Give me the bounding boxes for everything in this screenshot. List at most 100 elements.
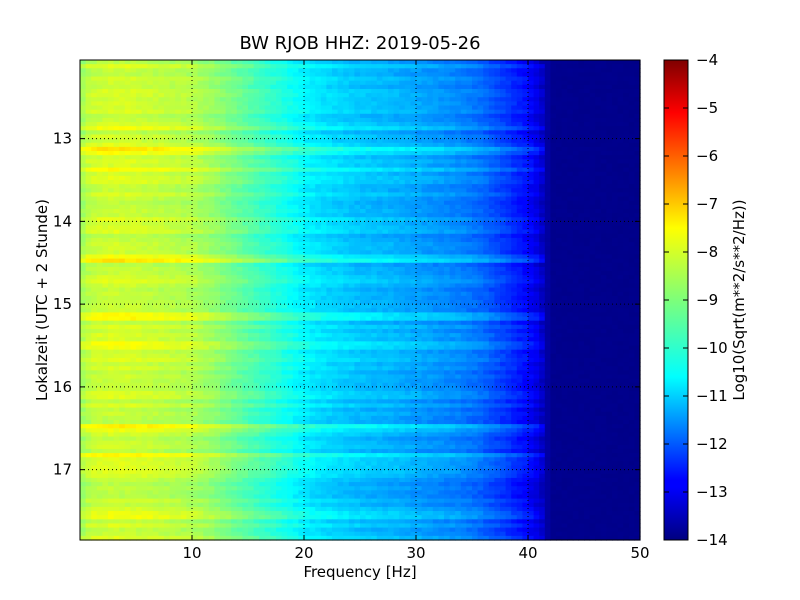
heatmap-cell (124, 105, 131, 111)
heatmap-cell (472, 80, 479, 86)
heatmap-cell (371, 97, 378, 102)
heatmap-cell (432, 175, 439, 181)
heatmap-cell (315, 163, 322, 169)
heatmap-cell (500, 60, 507, 65)
heatmap-cell (416, 138, 423, 144)
heatmap-cell (186, 196, 193, 202)
heatmap-cell (348, 250, 355, 256)
heatmap-cell (617, 171, 624, 177)
heatmap-cell (220, 196, 227, 202)
heatmap-cell (214, 76, 221, 82)
heatmap-cell (264, 246, 271, 251)
heatmap-cell (136, 221, 143, 227)
heatmap-cell (528, 163, 535, 169)
heatmap-cell (460, 151, 467, 156)
heatmap-cell (483, 151, 490, 156)
heatmap-cell (388, 175, 395, 181)
heatmap-cell (259, 171, 266, 177)
heatmap-cell (248, 134, 255, 140)
heatmap-cell (332, 159, 339, 165)
heatmap-cell (298, 105, 305, 111)
heatmap-cell (276, 113, 283, 119)
heatmap-cell (281, 122, 288, 127)
heatmap-cell (147, 151, 154, 156)
heatmap-cell (634, 88, 641, 94)
heatmap-cell (124, 200, 131, 206)
heatmap-cell (152, 171, 159, 177)
heatmap-cell (388, 242, 395, 247)
heatmap-cell (276, 196, 283, 202)
heatmap-cell (567, 200, 574, 206)
heatmap-cell (522, 126, 529, 131)
heatmap-cell (376, 146, 383, 152)
heatmap-cell (242, 130, 249, 136)
heatmap-cell (494, 134, 501, 140)
heatmap-cell (455, 163, 462, 169)
heatmap-cell (253, 208, 260, 214)
heatmap-cell (214, 88, 221, 94)
heatmap-cell (360, 250, 367, 256)
heatmap-cell (404, 60, 411, 65)
heatmap-cell (360, 109, 367, 115)
heatmap-cell (371, 208, 378, 214)
heatmap-cell (533, 221, 540, 227)
heatmap-cell (427, 134, 434, 140)
heatmap-cell (130, 221, 137, 227)
heatmap-cell (292, 97, 299, 102)
heatmap-cell (102, 175, 109, 181)
heatmap-cell (85, 246, 92, 251)
heatmap-cell (248, 225, 255, 231)
heatmap-cell (315, 93, 322, 98)
heatmap-cell (444, 138, 451, 144)
heatmap-cell (634, 167, 641, 173)
heatmap-cell (309, 237, 316, 243)
heatmap-cell (236, 105, 243, 111)
heatmap-cell (522, 171, 529, 177)
heatmap-cell (628, 130, 635, 136)
heatmap-cell (606, 184, 613, 189)
heatmap-cell (623, 225, 630, 231)
heatmap-cell (343, 105, 350, 111)
heatmap-cell (320, 163, 327, 169)
heatmap-cell (438, 117, 445, 123)
heatmap-cell (320, 88, 327, 94)
heatmap-cell (287, 171, 294, 177)
heatmap-cell (315, 97, 322, 102)
heatmap-cell (382, 88, 389, 94)
heatmap-cell (320, 146, 327, 152)
heatmap-cell (175, 109, 182, 115)
heatmap-cell (287, 159, 294, 165)
heatmap-cell (164, 76, 171, 82)
heatmap-cell (623, 151, 630, 156)
heatmap-cell (410, 250, 417, 256)
heatmap-cell (270, 113, 277, 119)
heatmap-cell (550, 72, 557, 78)
heatmap-cell (253, 122, 260, 127)
heatmap-cell (404, 72, 411, 78)
heatmap-cell (304, 155, 311, 160)
heatmap-cell (220, 242, 227, 247)
heatmap-cell (326, 117, 333, 123)
heatmap-cell (158, 76, 165, 82)
heatmap-cell (180, 117, 187, 123)
heatmap-cell (449, 184, 456, 189)
heatmap-cell (544, 254, 551, 260)
heatmap-cell (483, 72, 490, 78)
heatmap-cell (80, 217, 87, 222)
heatmap-cell (466, 175, 473, 181)
heatmap-cell (589, 250, 596, 256)
heatmap-cell (225, 225, 232, 231)
heatmap-cell (410, 105, 417, 111)
heatmap-cell (220, 84, 227, 90)
heatmap-cell (544, 175, 551, 181)
heatmap-cell (472, 167, 479, 173)
heatmap-cell (628, 134, 635, 140)
heatmap-cell (544, 93, 551, 98)
heatmap-cell (186, 204, 193, 210)
heatmap-cell (623, 196, 630, 202)
heatmap-cell (141, 213, 148, 218)
heatmap-cell (203, 237, 210, 243)
heatmap-cell (231, 64, 238, 69)
heatmap-cell (152, 196, 159, 202)
heatmap-cell (124, 258, 131, 264)
